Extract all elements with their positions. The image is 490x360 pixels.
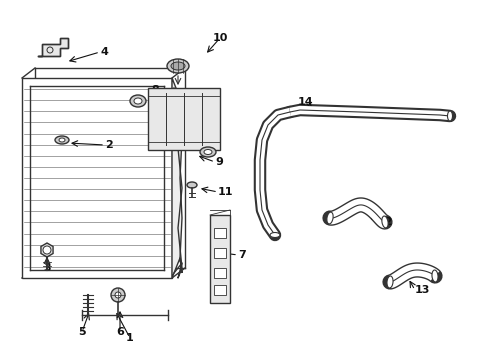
- Ellipse shape: [200, 147, 216, 157]
- Ellipse shape: [382, 216, 388, 228]
- Ellipse shape: [171, 62, 185, 70]
- Text: 12: 12: [378, 217, 393, 227]
- Bar: [214, 248, 226, 258]
- Ellipse shape: [204, 149, 212, 154]
- Text: 6: 6: [116, 327, 124, 337]
- Polygon shape: [38, 38, 68, 56]
- Polygon shape: [172, 78, 182, 278]
- Text: 8: 8: [151, 85, 159, 95]
- Ellipse shape: [270, 233, 280, 238]
- Text: 5: 5: [78, 327, 86, 337]
- Text: 2: 2: [105, 140, 113, 150]
- Bar: [214, 228, 226, 238]
- Ellipse shape: [327, 212, 333, 224]
- Ellipse shape: [432, 270, 438, 282]
- Bar: [214, 268, 226, 278]
- Bar: [210, 215, 230, 303]
- Text: 1: 1: [126, 333, 134, 343]
- Circle shape: [43, 246, 51, 254]
- Text: 14: 14: [297, 97, 313, 107]
- Bar: [214, 285, 226, 295]
- Text: 3: 3: [43, 263, 51, 273]
- Ellipse shape: [130, 95, 146, 107]
- Ellipse shape: [187, 182, 197, 188]
- Ellipse shape: [134, 98, 142, 104]
- Text: 7: 7: [238, 250, 246, 260]
- Bar: [148, 88, 220, 150]
- Ellipse shape: [59, 138, 65, 142]
- Circle shape: [115, 292, 121, 298]
- Ellipse shape: [447, 111, 452, 121]
- Text: 9: 9: [215, 157, 223, 167]
- Ellipse shape: [387, 276, 393, 288]
- Ellipse shape: [167, 59, 189, 73]
- Text: 10: 10: [212, 33, 228, 43]
- Circle shape: [111, 288, 125, 302]
- Polygon shape: [22, 78, 172, 278]
- Ellipse shape: [55, 136, 69, 144]
- Text: 11: 11: [218, 187, 234, 197]
- Text: 4: 4: [100, 47, 108, 57]
- Text: 13: 13: [415, 285, 430, 295]
